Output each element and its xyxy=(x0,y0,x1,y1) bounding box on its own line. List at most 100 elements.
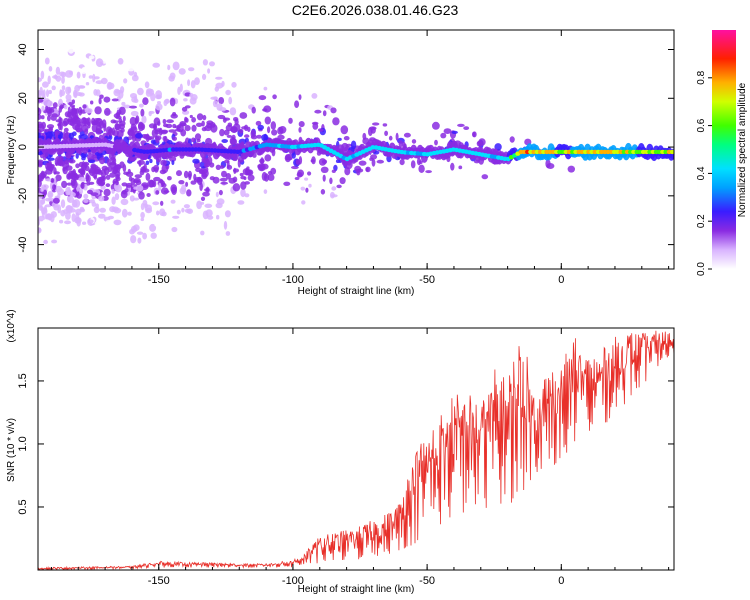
spectrogram-cell xyxy=(93,76,100,80)
spectrogram-cell xyxy=(154,223,162,227)
spectrogram-cell xyxy=(307,171,312,176)
spectrogram-frame xyxy=(37,29,675,270)
spectrogram-cell xyxy=(90,192,99,197)
colorbar-tick-label: 0.8 xyxy=(696,70,707,84)
spectrogram-cell xyxy=(155,90,163,99)
spectrogram-cell xyxy=(75,152,79,159)
spectrogram-cell xyxy=(129,105,137,109)
spectrogram-cell xyxy=(65,131,69,139)
spectrogram-cell xyxy=(365,167,369,172)
spectrogram-cell xyxy=(200,196,206,201)
spectrogram-cell xyxy=(100,169,107,178)
spectrogram-cell xyxy=(83,198,89,203)
spectrogram-cell xyxy=(199,182,203,192)
spectrogram-cell xyxy=(213,96,218,101)
spectrogram-cell xyxy=(450,162,455,171)
colorbar-label: Normalized spectral amplitude xyxy=(737,82,748,217)
spectrogram-cell xyxy=(66,237,75,244)
spectrogram-cell xyxy=(95,128,103,135)
spectrogram-cell xyxy=(178,68,186,75)
spectrogram-cell xyxy=(197,53,203,60)
spectrogram-cell xyxy=(96,237,105,244)
spectrogram-cell xyxy=(212,100,218,108)
spectrogram-cell xyxy=(105,174,111,180)
spectrogram-cell xyxy=(150,232,157,239)
spectrogram-cell xyxy=(107,165,112,173)
spectrogram-cell xyxy=(244,124,249,131)
spectrogram-cell xyxy=(47,157,55,161)
spectrogram-cell xyxy=(129,195,135,202)
spectrogram-cell xyxy=(268,171,272,175)
spectrogram-cell xyxy=(45,166,50,171)
spectrogram-cell xyxy=(80,117,87,124)
y-tick-label: -40 xyxy=(17,237,29,253)
spectrogram-cell xyxy=(194,243,201,249)
spectrogram-cell xyxy=(156,210,160,216)
spectrogram-cell xyxy=(264,154,272,162)
spectrogram-cell xyxy=(126,66,135,72)
spectrogram-cell xyxy=(47,100,53,107)
spectrogram-cell xyxy=(111,189,115,194)
spectrogram-cell xyxy=(219,128,225,137)
spectrogram-cell xyxy=(136,231,144,235)
spectrogram-cell xyxy=(184,208,192,214)
spectrogram-cell xyxy=(138,122,144,132)
spectrogram-cell xyxy=(100,175,107,180)
spectrogram-cell xyxy=(70,177,76,187)
spectrogram-cell xyxy=(546,163,555,169)
spectrogram-cell xyxy=(157,121,161,126)
spectrogram-cell xyxy=(45,131,53,140)
spectrogram-cell xyxy=(93,118,101,122)
y-tick-label: 40 xyxy=(17,43,29,55)
spectrogram-cell xyxy=(155,136,160,144)
spectrogram-cell xyxy=(42,255,50,260)
spectrogram-cell xyxy=(322,174,326,182)
spectrogram-cell xyxy=(152,62,160,68)
spectrogram-cell xyxy=(398,140,403,148)
spectrogram-cell xyxy=(156,128,162,132)
spectrogram-cell xyxy=(362,132,367,140)
spectrogram-cell xyxy=(95,169,102,173)
spectrogram-cell xyxy=(99,94,104,99)
spectrogram-cell xyxy=(425,170,432,174)
spectrogram-cell xyxy=(83,193,89,199)
spectrogram-cell xyxy=(183,50,190,57)
spectrogram-cell xyxy=(172,61,180,71)
spectrogram-cell xyxy=(85,82,90,86)
spectrogram-cell xyxy=(93,89,98,96)
spectrogram-cell xyxy=(67,45,75,54)
spectrogram-cell xyxy=(434,139,438,146)
spectrogram-cell xyxy=(202,73,207,80)
spectrogram-cell xyxy=(240,181,247,190)
spectrogram-cell xyxy=(122,115,126,122)
snr-y-multiplier: (x10^4) xyxy=(6,309,17,342)
spectrogram-cell xyxy=(65,70,73,78)
spectrogram-cell xyxy=(123,78,128,84)
spectrogram-cell xyxy=(219,54,225,61)
spectrogram-cell xyxy=(63,127,69,133)
spectrogram-cell xyxy=(206,215,214,220)
spectrogram-cell xyxy=(167,64,171,71)
spectrogram-cell xyxy=(298,121,305,128)
spectrogram-cell xyxy=(54,157,59,167)
spectrogram-cell xyxy=(62,166,68,175)
figure-title: C2E6.2026.038.01.46.G23 xyxy=(291,2,459,18)
spectrogram-cell xyxy=(329,177,333,185)
spectrogram-cell xyxy=(137,160,145,165)
spectrogram-cell xyxy=(230,247,236,256)
spectrogram-cell xyxy=(263,86,268,91)
spectrogram-cell xyxy=(88,75,93,79)
spectrogram-cell xyxy=(143,134,150,140)
spectrogram-cell xyxy=(215,164,221,170)
spectrogram-cell xyxy=(240,188,246,198)
spectrogram-cell xyxy=(40,70,45,80)
spectrogram-cell xyxy=(260,157,264,165)
spectrogram-cell xyxy=(204,203,213,208)
spectrogram-cell xyxy=(39,86,43,95)
spectrogram-cell xyxy=(388,135,393,141)
spectrogram-cell xyxy=(115,170,121,178)
spectrogram-cell xyxy=(202,114,207,121)
spectrogram-cell xyxy=(172,112,177,117)
spectrogram-cell xyxy=(38,114,42,120)
